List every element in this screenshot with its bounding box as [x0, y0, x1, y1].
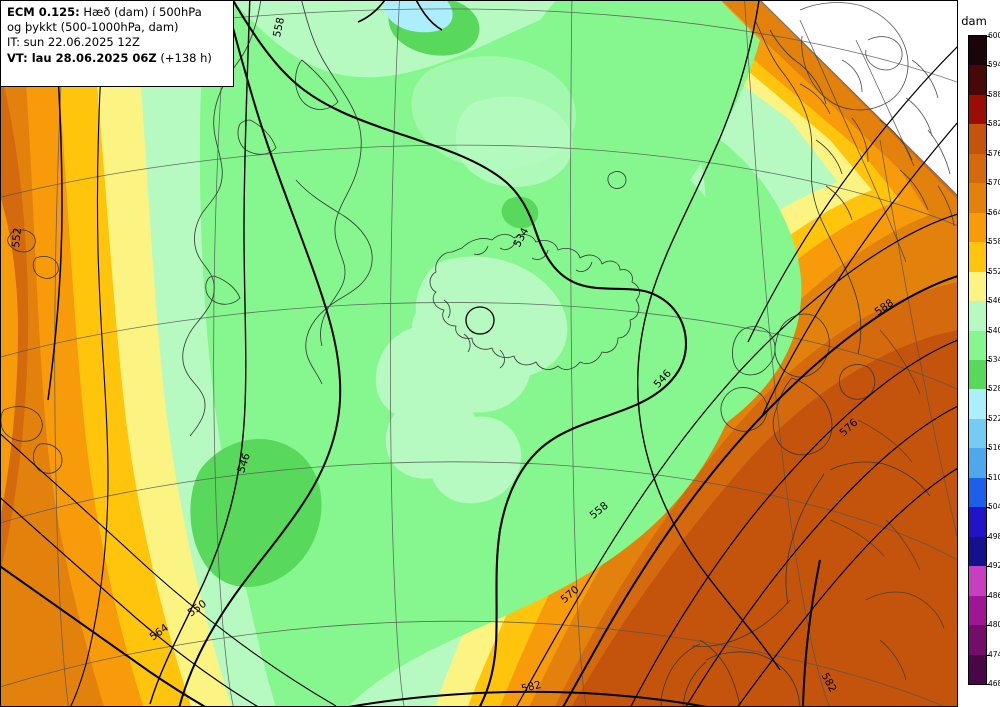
colorbar-swatch-504-510 [969, 477, 986, 508]
map-canvas[interactable]: 534 546 546 550 558 564 570 576 582 582 588 552 558 [0, 0, 958, 707]
colorbar-swatch-588-594 [969, 65, 986, 95]
colorbar-tick-570: 570 [988, 178, 1000, 188]
contour-label-558: 558 [271, 16, 287, 38]
contour-label-546: 546 [235, 451, 253, 474]
colorbar-swatch-474-480 [969, 625, 986, 655]
title-line-4: VT: lau 28.06.2025 06Z (+138 h) [7, 51, 228, 66]
colorbar-swatch-534-540 [969, 330, 986, 360]
lead-time: (+138 h) [156, 50, 212, 65]
init-time-line: IT: sun 22.06.2025 12Z [7, 35, 140, 50]
colorbar-swatch-576-582 [969, 124, 986, 154]
model-name: ECM 0.125: [7, 5, 80, 19]
colorbar-tick-468: 468 [988, 679, 1000, 688]
colorbar-tick-546: 546 [988, 296, 1000, 306]
title-line-2: og þykkt (500-1000hPa, dam) [7, 20, 179, 35]
colorbar-tick-504: 504 [988, 502, 1000, 512]
colorbar-tick-600: 600 [988, 31, 1000, 40]
valid-time: VT: lau 28.06.2025 06Z [7, 50, 157, 65]
colorbar-tick-582: 582 [988, 119, 1000, 129]
colorbar-swatch-522-528 [969, 389, 986, 419]
colorbar-tick-480: 480 [988, 620, 1000, 630]
contour-label-552: 552 [10, 227, 24, 248]
coastlines [0, 0, 955, 707]
colorbar-swatch-510-516 [969, 448, 986, 478]
colorbar-swatch-498-504 [969, 507, 986, 537]
legend-unit-label: dam [961, 14, 987, 28]
colorbar-tick-534: 534 [988, 355, 1000, 364]
colorbar-tick-594: 594 [988, 60, 1000, 70]
colorbar-tick-492: 492 [988, 561, 1000, 571]
colorbar-tick-522: 522 [988, 413, 1000, 423]
colorbar-swatch-486-492 [969, 566, 986, 596]
colorbar-tick-540: 540 [988, 325, 1000, 335]
colorbar-tick-588: 588 [988, 89, 1000, 99]
colorbar-tick-564: 564 [988, 207, 1000, 217]
info-title-box: ECM 0.125: Hæð (dam) í 500hPa og þykkt (… [0, 0, 234, 87]
colorbar-tick-576: 576 [988, 148, 1000, 158]
colorbar-tick-486: 486 [988, 590, 1000, 600]
colorbar-tick-474: 474 [988, 649, 1000, 659]
colorbar [968, 35, 987, 685]
colorbar-tick-510: 510 [988, 472, 1000, 482]
colorbar-swatch-594-600 [969, 36, 986, 66]
contour-label-582: 582 [520, 679, 542, 695]
colorbar-swatch-546-552 [969, 271, 986, 302]
colorbar-swatch-516-522 [969, 418, 986, 449]
colorbar-swatch-540-546 [969, 301, 986, 331]
colorbar-tick-552: 552 [988, 266, 1000, 276]
colorbar-swatch-528-534 [969, 359, 986, 390]
colorbar-swatch-468-474 [969, 654, 986, 684]
colorbar-swatch-558-564 [969, 212, 986, 243]
colorbar-swatch-480-486 [969, 595, 986, 626]
colorbar-swatch-582-588 [969, 94, 986, 125]
colorbar-tick-558: 558 [988, 237, 1000, 247]
colorbar-tick-528: 528 [988, 384, 1000, 394]
title-line-1: ECM 0.125: Hæð (dam) í 500hPa [7, 5, 228, 20]
colorbar-swatch-552-558 [969, 242, 986, 272]
colorbar-tick-498: 498 [988, 531, 1000, 541]
colorbar-swatch-570-576 [969, 153, 986, 184]
colorbar-swatch-492-498 [969, 536, 986, 567]
colorbar-legend: dam 600 594 588 582 576 570 564 558 552 546 540 534… [958, 0, 1000, 707]
colorbar-tick-516: 516 [988, 443, 1000, 453]
height-contours [0, 0, 958, 707]
colorbar-swatch-564-570 [969, 183, 986, 213]
title-line-1-rest: Hæð (dam) í 500hPa [79, 5, 202, 19]
